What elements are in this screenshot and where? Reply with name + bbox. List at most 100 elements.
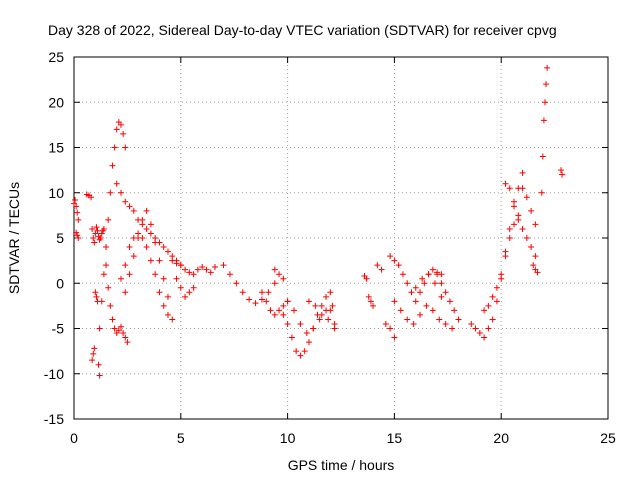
data-point	[173, 260, 180, 267]
data-point	[160, 275, 167, 282]
data-point	[124, 339, 131, 346]
series-cluster-late-9	[502, 180, 539, 260]
data-point	[446, 298, 453, 305]
data-point	[97, 235, 104, 241]
data-point	[327, 307, 334, 314]
data-point	[506, 185, 513, 192]
data-point	[91, 239, 98, 246]
series-cluster-late-2	[374, 262, 398, 341]
data-point	[417, 311, 424, 318]
series-cluster-early-9	[169, 257, 218, 278]
data-point	[397, 307, 404, 314]
data-point	[515, 212, 522, 219]
data-point	[90, 350, 97, 357]
data-point	[111, 144, 118, 151]
data-point	[318, 302, 325, 309]
data-point	[182, 293, 189, 300]
data-point	[122, 198, 129, 205]
data-point	[120, 130, 127, 137]
data-point	[156, 257, 163, 264]
data-point	[438, 293, 445, 300]
data-point	[297, 352, 304, 359]
data-point	[291, 307, 298, 314]
data-point	[265, 289, 272, 296]
data-point	[107, 302, 114, 309]
data-point	[429, 266, 436, 273]
series-cluster-early-3	[89, 289, 103, 379]
data-point	[297, 320, 304, 327]
data-point	[419, 275, 426, 282]
data-point	[96, 372, 103, 379]
data-point	[489, 316, 496, 323]
data-point	[105, 216, 112, 223]
data-point	[410, 320, 417, 327]
data-point	[220, 262, 227, 269]
data-point	[451, 307, 458, 314]
data-point	[543, 81, 550, 88]
data-point	[387, 325, 394, 332]
data-point	[387, 253, 394, 260]
data-point	[280, 311, 287, 318]
data-point	[194, 266, 201, 273]
data-point	[559, 171, 566, 178]
data-point	[122, 262, 129, 269]
data-point	[391, 257, 398, 264]
data-point	[271, 266, 278, 273]
series-cluster-late-1	[361, 273, 377, 309]
data-point	[164, 293, 171, 300]
data-point	[258, 289, 265, 296]
y-tick-label: 0	[56, 275, 64, 291]
data-point	[434, 269, 441, 276]
data-point	[263, 298, 270, 305]
x-tick-label: 15	[387, 430, 403, 446]
data-point	[544, 64, 551, 71]
series-cluster-late-11	[530, 262, 541, 276]
y-axis-label: SDTVAR / TECUs	[6, 182, 22, 294]
data-point	[519, 225, 526, 232]
data-point	[511, 198, 518, 205]
data-point	[442, 289, 449, 296]
x-tick-label: 10	[280, 430, 296, 446]
data-point	[408, 289, 415, 296]
data-point	[502, 248, 509, 255]
data-point	[305, 339, 312, 346]
data-point	[139, 216, 146, 223]
series-cluster-mid-1	[220, 262, 278, 307]
y-tick-label: -15	[44, 411, 64, 427]
data-point	[233, 280, 240, 287]
x-tick-label: 5	[177, 430, 185, 446]
data-points	[71, 64, 566, 379]
series-cluster-early-2	[83, 191, 107, 246]
data-point	[89, 357, 96, 364]
series-cluster-late-10	[519, 185, 539, 228]
data-point	[100, 271, 107, 278]
data-point	[523, 194, 530, 201]
series-cluster-mid-4	[280, 289, 334, 359]
data-point	[143, 225, 150, 232]
y-tick-labels: -15 -10 -5 0 5 10 15 20 25	[44, 49, 64, 427]
data-point	[382, 320, 389, 327]
data-point	[252, 300, 259, 307]
data-point	[538, 189, 545, 196]
data-point	[532, 253, 539, 260]
data-point	[113, 180, 120, 187]
data-point	[126, 203, 133, 210]
data-point	[374, 262, 381, 269]
data-point	[391, 334, 398, 341]
data-point	[135, 235, 142, 241]
data-point	[367, 298, 374, 305]
data-point	[280, 302, 287, 309]
data-point	[485, 325, 492, 332]
data-point	[404, 316, 411, 323]
series-cluster-early-7	[117, 230, 176, 323]
series-cluster-mid-3	[258, 289, 291, 318]
data-point	[365, 293, 372, 300]
data-point	[303, 330, 310, 337]
data-point	[147, 221, 154, 228]
data-point	[211, 263, 218, 270]
series-cluster-early-1	[71, 196, 82, 241]
data-point	[156, 289, 163, 296]
data-point	[117, 121, 124, 128]
data-point	[93, 224, 100, 231]
